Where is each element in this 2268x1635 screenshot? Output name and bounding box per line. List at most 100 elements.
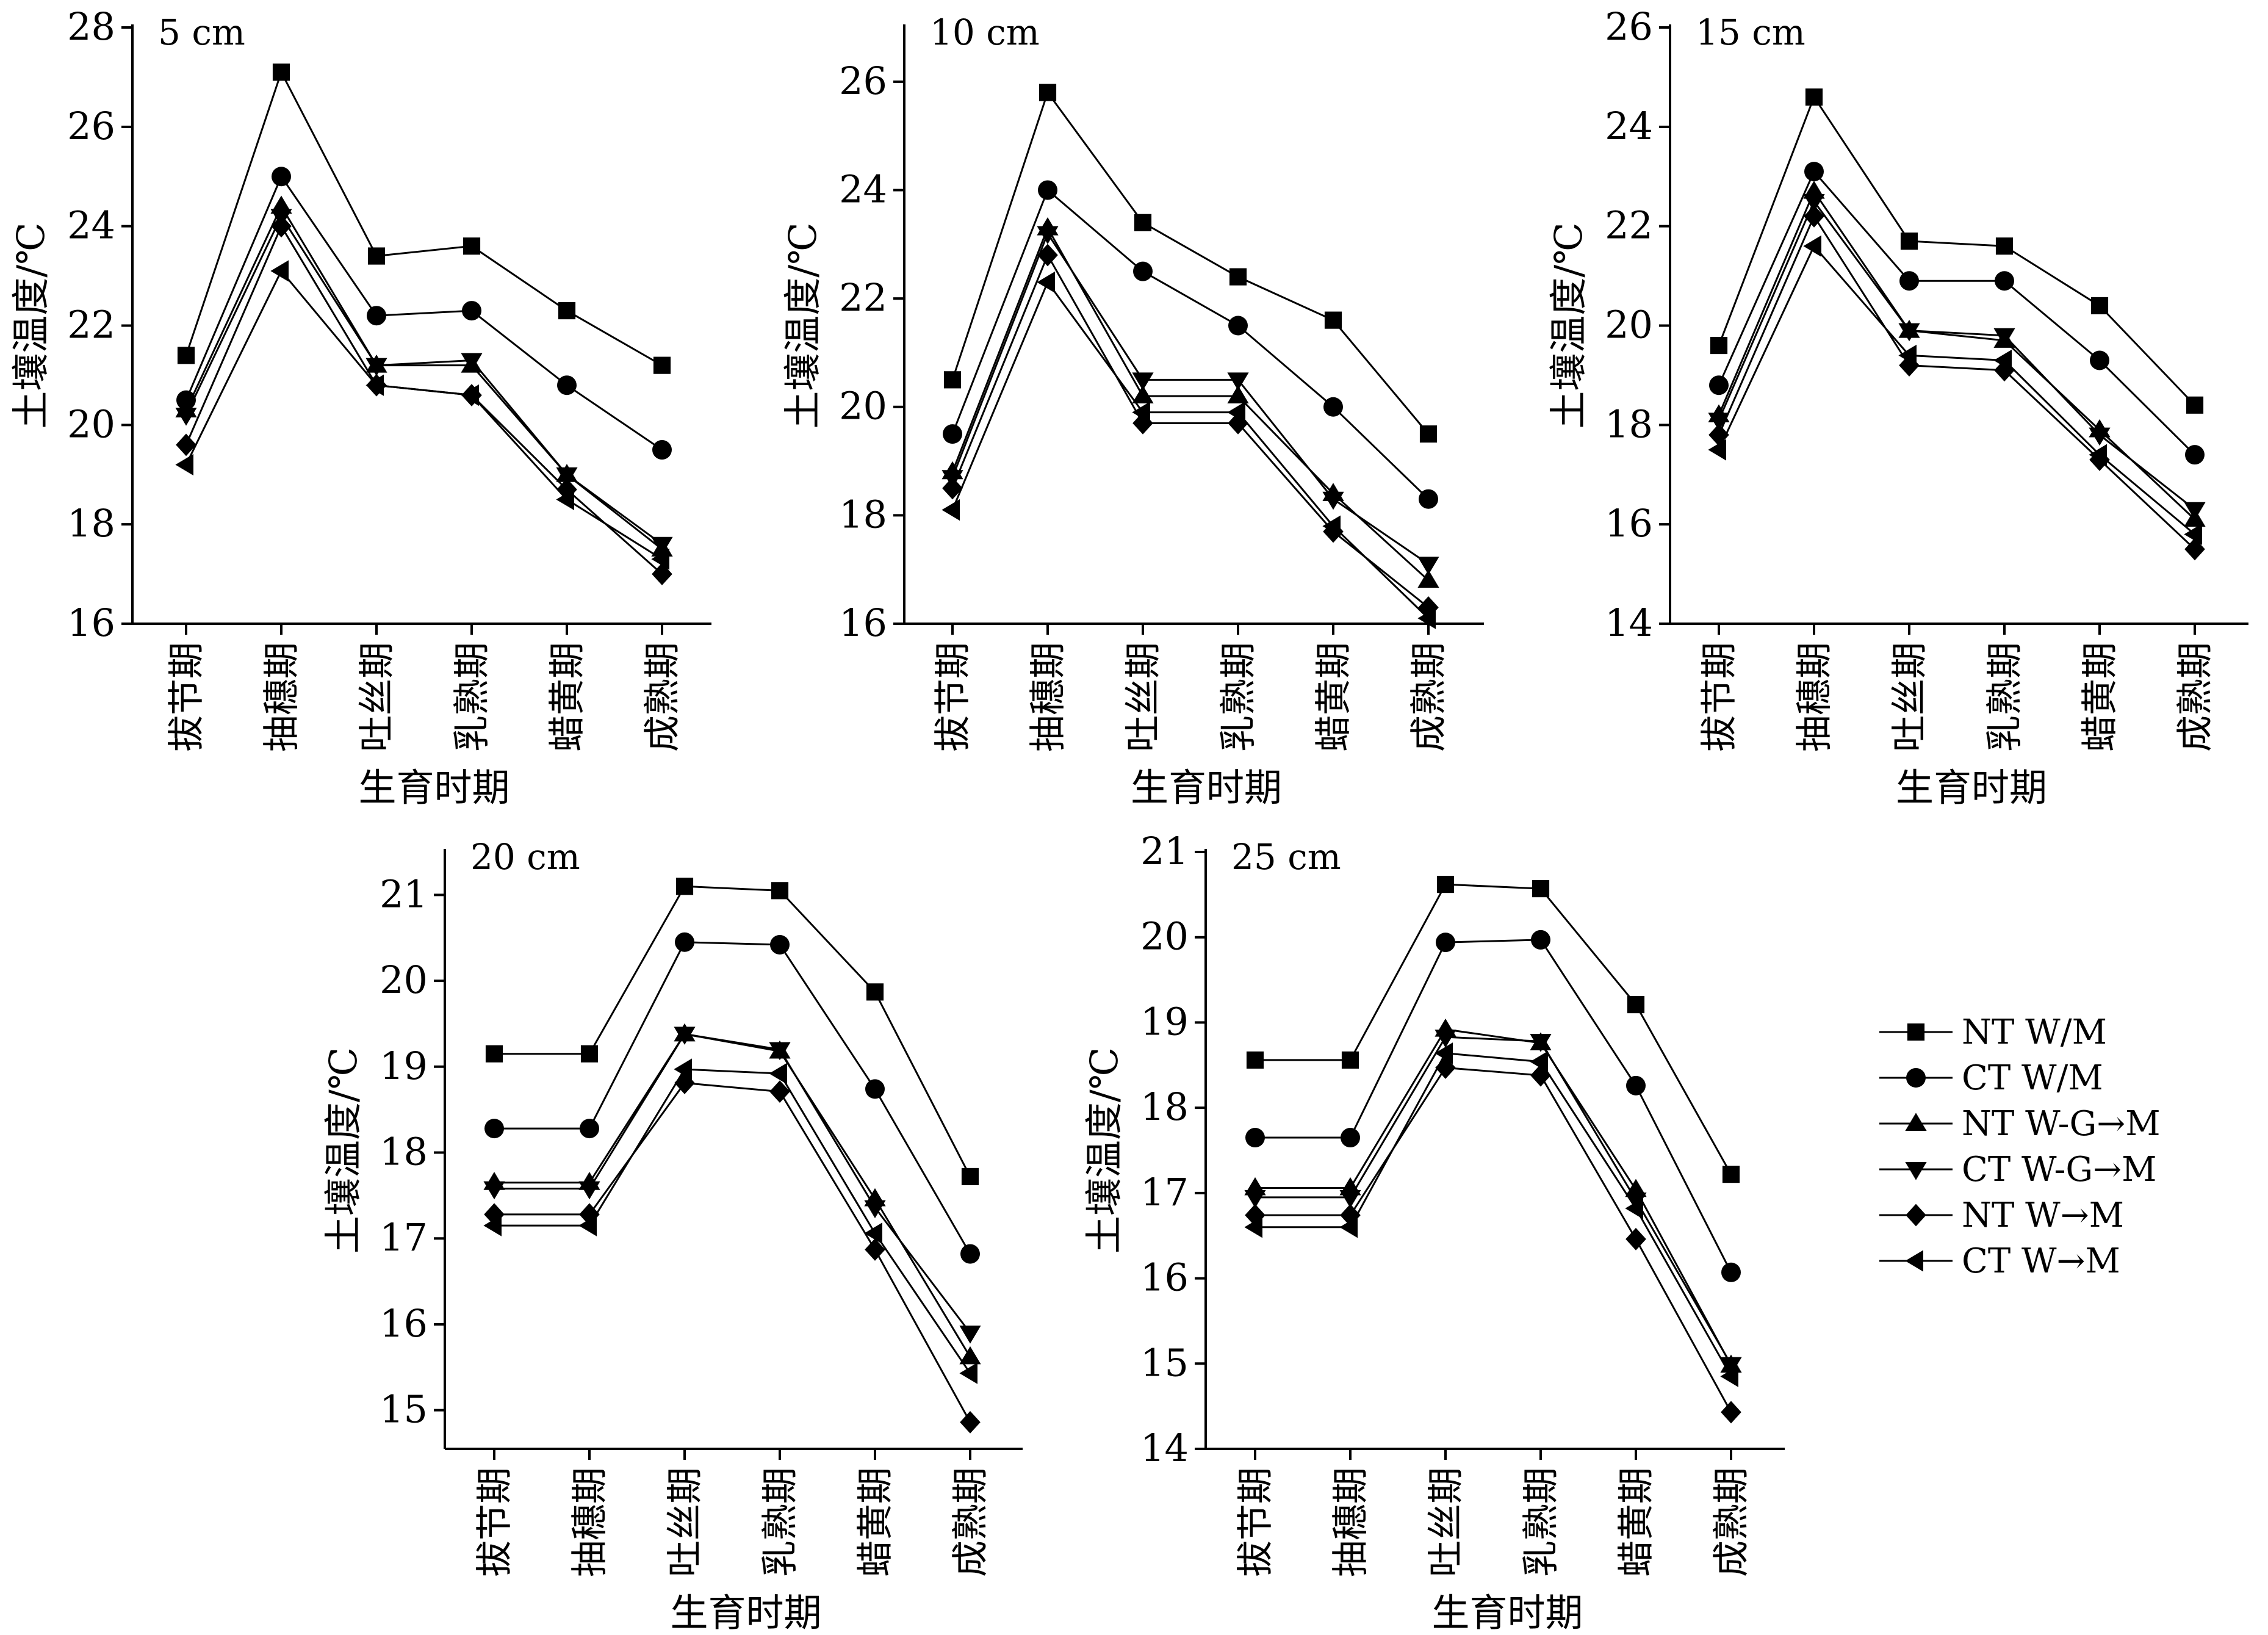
data-point-1-5	[1419, 489, 1438, 509]
series-line-2	[951, 226, 1430, 582]
y-tick-label: 28	[67, 4, 115, 49]
y-axis-title: 土壤温度/℃	[780, 222, 825, 428]
data-point-1-2	[367, 306, 386, 326]
legend-marker-4	[1906, 1204, 1926, 1227]
legend-marker-5	[1905, 1250, 1923, 1272]
series-line-4	[185, 224, 663, 575]
data-point-2-5	[1417, 569, 1439, 588]
series-line-4	[1255, 1066, 1732, 1413]
data-point-3-2	[674, 1027, 696, 1045]
data-point-0-5	[2186, 396, 2204, 414]
y-axis-title: 土壤温度/℃	[321, 1047, 365, 1254]
data-point-4-1	[271, 215, 292, 238]
data-point-0-4	[1324, 311, 1342, 329]
data-point-1-5	[652, 440, 672, 460]
data-point-3-1	[1339, 1189, 1361, 1208]
series-line-1	[185, 175, 663, 451]
data-point-5-1	[1037, 271, 1055, 294]
data-point-0-3	[1229, 268, 1247, 286]
data-point-3-2	[365, 358, 387, 377]
data-point-5-5	[651, 548, 669, 570]
x-tick-label: 乳熟期	[1520, 1467, 1563, 1577]
data-point-1-3	[1995, 271, 2014, 291]
data-point-5-4	[556, 488, 574, 511]
series-line-0	[185, 70, 663, 366]
data-point-0-2	[367, 247, 386, 265]
panel-title: 20 cm	[470, 836, 580, 878]
y-axis-title: 土壤温度/℃	[1082, 1047, 1126, 1254]
y-tick-label: 21	[380, 872, 428, 916]
y-tick-label: 18	[1140, 1085, 1189, 1129]
data-point-1-0	[484, 1119, 504, 1139]
data-point-2-5	[959, 1346, 981, 1365]
legend-label: CT W/M	[1962, 1058, 2103, 1098]
data-point-0-2	[1900, 233, 1918, 250]
data-point-1-3	[462, 301, 481, 321]
x-tick-label: 抽穗期	[1330, 1467, 1372, 1577]
data-point-3-0	[175, 408, 197, 426]
data-point-0-1	[1039, 84, 1057, 101]
x-tick-label: 抽穗期	[1027, 642, 1070, 752]
series-line-0	[1718, 95, 2196, 406]
series-line-0	[1255, 883, 1732, 1175]
panel-title: 5 cm	[158, 12, 245, 53]
data-point-3-2	[1132, 372, 1154, 391]
data-point-0-0	[177, 347, 195, 364]
data-point-5-0	[941, 499, 960, 521]
data-point-4-1	[1037, 244, 1058, 267]
chart-panel-3: 15 16 17 18 19 20 21 拔节期 抽穗期 吐丝期 乳熟期 蜡黄期 成熟期 20 cm 生育时…	[321, 836, 1023, 1635]
x-tick-label: 拔节期	[932, 642, 974, 752]
data-point-3-1	[1803, 193, 1825, 212]
x-tick-label: 乳熟期	[451, 642, 494, 752]
data-point-1-4	[1626, 1075, 1646, 1095]
data-point-5-4	[1625, 1197, 1643, 1219]
y-tick-label: 16	[1605, 501, 1653, 546]
data-point-0-4	[866, 983, 884, 1001]
panel-title: 15 cm	[1696, 12, 1805, 53]
series-line-2	[1255, 1028, 1732, 1366]
data-point-1-5	[2185, 445, 2205, 465]
data-point-5-5	[959, 1362, 977, 1384]
data-point-1-2	[1899, 271, 1919, 291]
x-tick-label: 成熟期	[1408, 642, 1450, 752]
legend-label: NT W/M	[1962, 1012, 2107, 1052]
chart-panel-4: 14 15 16 17 18 19 20 21 拔节期 抽穗期 吐丝期 乳熟期 蜡黄期 成熟期 25 cm 生…	[1082, 829, 1785, 1635]
data-point-5-1	[1339, 1216, 1358, 1238]
data-point-4-2	[674, 1072, 695, 1094]
series-line-1	[951, 188, 1430, 500]
data-point-5-1	[1803, 235, 1821, 257]
data-point-0-1	[1805, 88, 1823, 106]
series-line-3	[494, 1033, 971, 1334]
x-tick-label: 拔节期	[165, 642, 208, 752]
data-point-2-3	[1227, 385, 1249, 403]
y-tick-label: 21	[1140, 829, 1189, 873]
y-tick-label: 22	[839, 275, 887, 320]
data-point-3-5	[1720, 1357, 1742, 1376]
series-line-5	[951, 280, 1430, 619]
data-point-1-0	[1245, 1128, 1265, 1148]
series-line-1	[494, 941, 971, 1255]
data-point-1-1	[272, 167, 291, 187]
y-tick-label: 15	[1140, 1340, 1189, 1385]
series-line-4	[1718, 214, 2196, 550]
data-point-0-3	[1995, 237, 2014, 255]
data-point-5-2	[1435, 1042, 1453, 1064]
series-line-0	[494, 885, 971, 1177]
data-point-0-2	[1134, 214, 1152, 231]
data-point-0-5	[1722, 1166, 1740, 1183]
y-axis-title: 土壤温度/℃	[1546, 222, 1591, 428]
data-point-3-5	[2184, 502, 2206, 521]
y-tick-label: 22	[67, 303, 115, 347]
data-point-4-3	[769, 1080, 790, 1103]
data-point-3-3	[1993, 328, 2015, 347]
x-tick-label: 乳熟期	[1217, 642, 1260, 752]
chart-panel-2: 14 16 18 20 22 24 26 拔节期 抽穗期 吐丝期 乳熟期 蜡黄期 成熟期 15 cm 生育时…	[1546, 4, 2248, 810]
data-point-1-1	[1038, 180, 1057, 200]
x-tick-label: 拔节期	[1234, 1467, 1277, 1577]
y-tick-label: 20	[839, 384, 887, 428]
y-tick-label: 17	[380, 1215, 428, 1260]
data-point-3-3	[769, 1042, 791, 1061]
y-tick-label: 18	[839, 492, 887, 536]
series-line-5	[185, 269, 663, 560]
data-point-4-4	[1625, 1227, 1646, 1251]
